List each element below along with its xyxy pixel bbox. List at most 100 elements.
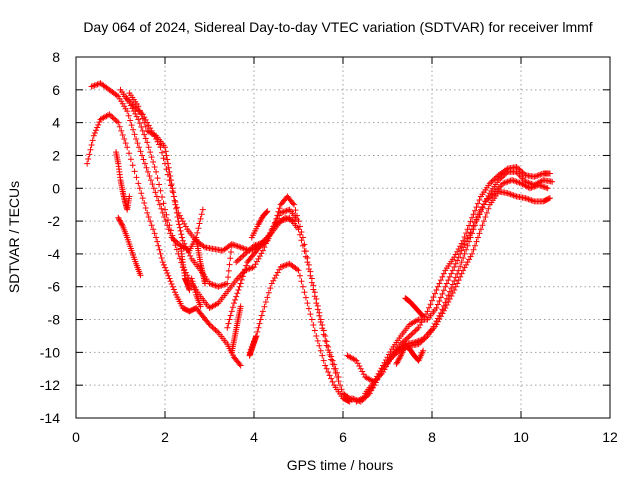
data-point <box>237 255 244 262</box>
data-point <box>461 264 468 271</box>
data-point <box>154 175 161 182</box>
data-point <box>226 316 233 323</box>
data-point <box>374 376 381 383</box>
data-point <box>258 215 265 222</box>
data-point <box>513 178 520 185</box>
data-point <box>454 257 461 264</box>
data-point <box>156 246 163 253</box>
data-point <box>212 282 219 289</box>
data-point <box>166 168 173 175</box>
data-point <box>351 356 358 363</box>
data-point <box>176 221 183 228</box>
data-point <box>434 318 441 325</box>
data-point <box>141 114 148 121</box>
data-point <box>129 162 136 169</box>
data-point <box>434 301 441 308</box>
data-point <box>275 208 282 215</box>
data-point <box>446 273 453 280</box>
data-point <box>270 277 277 284</box>
data-point <box>104 112 111 119</box>
data-point <box>151 230 158 237</box>
data-point <box>188 275 195 282</box>
data-point <box>474 234 481 241</box>
data-point <box>274 269 281 276</box>
data-point <box>156 201 163 208</box>
data-point <box>268 280 275 287</box>
data-point <box>434 283 441 290</box>
data-point <box>142 123 149 130</box>
data-point <box>433 305 440 312</box>
data-point <box>402 337 409 344</box>
data-point <box>112 116 119 123</box>
series-track-13 <box>393 342 427 367</box>
data-point <box>472 207 479 214</box>
series-track-8 <box>224 193 342 380</box>
data-point <box>469 214 476 221</box>
data-point <box>263 238 270 245</box>
data-point <box>535 172 542 179</box>
data-point <box>126 193 133 200</box>
data-point <box>253 332 260 339</box>
data-point <box>196 220 203 227</box>
data-point <box>207 322 214 329</box>
data-point <box>399 339 406 346</box>
data-point <box>177 227 184 234</box>
data-point <box>479 203 486 210</box>
data-point <box>451 264 458 271</box>
data-point <box>163 152 170 159</box>
x-tick-label: 12 <box>602 429 618 445</box>
data-point <box>480 201 487 208</box>
data-point <box>150 185 157 192</box>
data-point <box>144 209 151 216</box>
data-point <box>538 183 545 190</box>
data-point <box>298 278 305 285</box>
x-axis-title: GPS time / hours <box>287 457 394 473</box>
data-point <box>473 216 480 223</box>
data-point <box>474 213 481 220</box>
data-point <box>445 299 452 306</box>
data-point <box>91 82 98 89</box>
data-point <box>172 201 179 208</box>
series-track-20 <box>246 332 260 359</box>
data-point <box>301 241 308 248</box>
data-point <box>285 215 292 222</box>
series-track-14 <box>402 295 427 320</box>
data-point <box>516 166 523 173</box>
data-point <box>179 234 186 241</box>
data-point <box>442 305 449 312</box>
series-track-1 <box>84 111 244 369</box>
data-point <box>292 207 299 214</box>
data-point <box>145 213 152 220</box>
data-point <box>124 108 131 115</box>
data-point <box>117 218 124 225</box>
data-point <box>133 174 140 181</box>
data-point <box>360 394 367 401</box>
data-point <box>515 165 522 172</box>
data-point <box>132 104 139 111</box>
data-point <box>464 242 471 249</box>
data-point <box>329 378 336 385</box>
data-point <box>240 252 247 259</box>
data-point <box>317 316 324 323</box>
data-point <box>248 245 255 252</box>
data-point <box>310 322 317 329</box>
data-point <box>279 209 286 216</box>
data-point <box>171 197 178 204</box>
data-point <box>377 371 384 378</box>
data-point <box>294 212 301 219</box>
data-point <box>230 241 237 248</box>
data-point <box>445 292 452 299</box>
data-point <box>485 205 492 212</box>
data-point <box>461 241 468 248</box>
data-point <box>477 226 484 233</box>
data-point <box>142 204 149 211</box>
data-point <box>325 369 332 376</box>
data-point <box>226 261 233 268</box>
data-point <box>546 195 553 202</box>
data-point <box>187 252 194 259</box>
data-point <box>119 131 126 138</box>
data-point <box>460 255 467 262</box>
data-point <box>276 266 283 273</box>
data-point <box>224 324 231 331</box>
data-point <box>308 316 315 323</box>
